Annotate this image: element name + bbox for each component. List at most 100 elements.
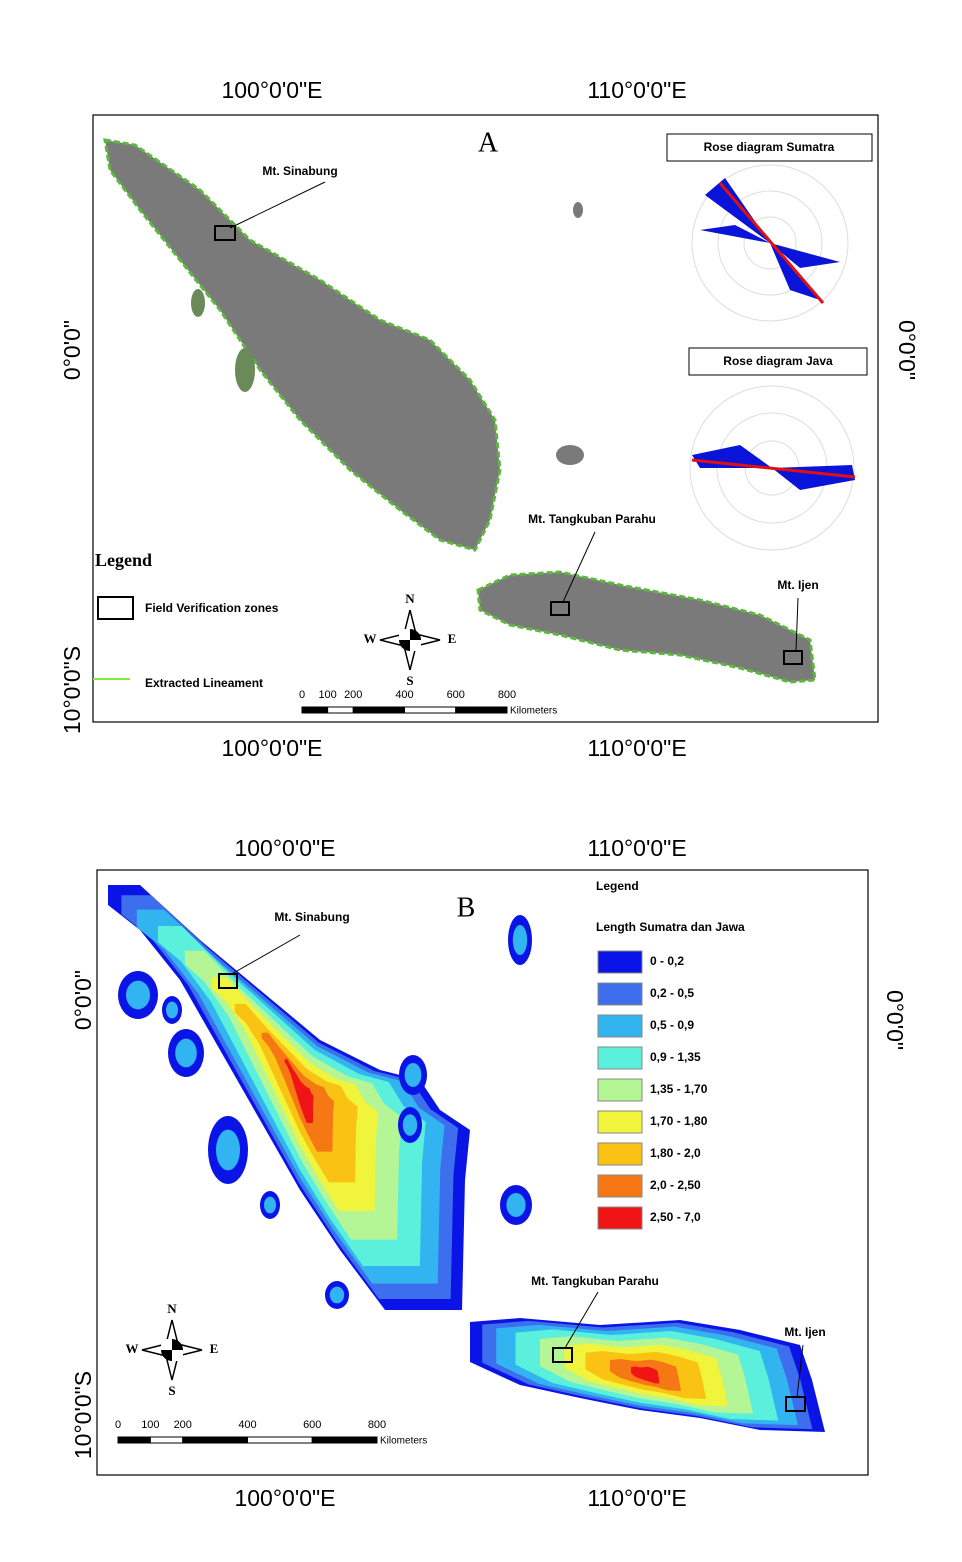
- site-label: Mt. Ijen: [784, 1325, 825, 1339]
- legend-label: 2,50 - 7,0: [650, 1210, 701, 1224]
- legend-subtitle: Length Sumatra dan Jawa: [596, 920, 745, 934]
- sumatra: [103, 138, 502, 552]
- map-furniture: N S W E 0 100 200 400 600 800 Kilometers N S W E 0 100 20…: [115, 591, 557, 1447]
- scale-bar: [311, 1436, 378, 1444]
- coord-label: 100°0'0"E: [234, 835, 335, 861]
- island: [556, 445, 584, 465]
- scale-label: 0: [299, 689, 305, 701]
- rose-title: Rose diagram Java: [723, 354, 833, 368]
- rose-title: Rose diagram Sumatra: [704, 140, 835, 154]
- legend-swatch: [97, 596, 134, 620]
- legend-label: 0 - 0,2: [650, 954, 684, 968]
- leader: [229, 934, 301, 976]
- scale-unit: Kilometers: [380, 1436, 427, 1447]
- legend-swatch: [597, 1206, 643, 1230]
- scale-label: 400: [238, 1419, 256, 1431]
- compass-label: S: [168, 1383, 175, 1398]
- site-box: [785, 1396, 806, 1412]
- density-zone: [264, 1196, 276, 1214]
- site-label: Mt. Sinabung: [262, 164, 337, 178]
- rose-java: [689, 385, 856, 551]
- site-box: [218, 973, 238, 989]
- site-label: Mt. Tangkuban Parahu: [531, 1274, 659, 1288]
- legend: 0 - 0,2 0,2 - 0,5 0,5 - 0,9 0,9 - 1,35 1,35 …: [597, 950, 708, 1230]
- leader: [795, 597, 799, 652]
- scale-label: 200: [344, 689, 362, 701]
- compass-label: W: [126, 1341, 139, 1356]
- island: [235, 348, 255, 392]
- compass-label: E: [448, 631, 457, 646]
- scale-bar: [327, 706, 354, 714]
- density-zone: [284, 1059, 314, 1123]
- scale-bar: [455, 706, 508, 714]
- rose-sumatra: [691, 164, 849, 322]
- scale-bar: [352, 706, 405, 714]
- coord-label: 0°0'0": [59, 320, 85, 380]
- coord-label: 110°0'0"E: [587, 77, 686, 103]
- legend-label: 0,9 - 1,35: [650, 1050, 701, 1064]
- compass-label: N: [405, 591, 415, 606]
- frame: [96, 869, 869, 1476]
- compass-label: S: [406, 673, 413, 688]
- legend-title: Legend: [596, 879, 639, 893]
- scale-label: 800: [368, 1419, 386, 1431]
- site-label: Mt. Sinabung: [274, 910, 349, 924]
- coord-label: 100°0'0"E: [221, 77, 322, 103]
- island: [573, 202, 583, 218]
- scale-label: 100: [141, 1419, 159, 1431]
- leader: [796, 1344, 804, 1398]
- compass-rose: [161, 1339, 172, 1350]
- density-zone: [506, 1193, 526, 1217]
- scale-label: 800: [498, 689, 516, 701]
- legend-swatch: [597, 1142, 643, 1166]
- density-zone: [631, 1366, 660, 1384]
- density-zone: [329, 1286, 345, 1304]
- legend-label: 0,2 - 0,5: [650, 986, 694, 1000]
- coord-label: 110°0'0"E: [587, 1485, 686, 1511]
- legend-swatch: [597, 1174, 643, 1198]
- legend-label: Extracted Lineament: [145, 676, 263, 690]
- leader: [562, 531, 596, 603]
- java: [476, 570, 817, 684]
- compass-label: N: [167, 1301, 177, 1316]
- scale-bar: [149, 1436, 184, 1444]
- scale-bar: [301, 706, 329, 714]
- density-zone: [512, 925, 528, 955]
- scale-label: 400: [395, 689, 413, 701]
- density-map: [108, 885, 825, 1432]
- density-zone: [404, 1063, 422, 1087]
- legend-swatch: [597, 950, 643, 974]
- legend-swatch: [597, 1110, 643, 1134]
- coord-label: 10°0'0"S: [59, 646, 85, 734]
- density-zone: [216, 1129, 240, 1171]
- density-zone: [166, 1001, 178, 1019]
- panel-letter: A: [478, 127, 499, 158]
- compass-rose: [399, 629, 410, 640]
- site-box: [552, 1347, 573, 1363]
- frame: [92, 114, 879, 723]
- scale-bar: [247, 1436, 313, 1444]
- rose-title-box: [688, 347, 868, 376]
- legend-label: 1,35 - 1,70: [650, 1082, 708, 1096]
- scale-label: 100: [318, 689, 336, 701]
- legend-label: 1,70 - 1,80: [650, 1114, 708, 1128]
- coord-label: 110°0'0"E: [587, 835, 686, 861]
- site-label: Mt. Tangkuban Parahu: [528, 512, 656, 526]
- scale-label: 600: [303, 1419, 321, 1431]
- scale-bar: [117, 1436, 151, 1444]
- coord-label: 0°0'0": [70, 970, 96, 1030]
- compass-label: E: [210, 1341, 219, 1356]
- panel-a: 100°0'0"E 110°0'0"E 100°0'0"E 110°0'0"E …: [59, 77, 920, 761]
- coord-label: 100°0'0"E: [234, 1485, 335, 1511]
- density-zone: [175, 1038, 197, 1068]
- panel-letter: B: [457, 892, 476, 923]
- legend-swatch: [597, 1014, 643, 1038]
- density-zone: [126, 980, 150, 1010]
- coord-label: 0°0'0": [882, 990, 908, 1050]
- site-label: Mt. Ijen: [777, 578, 818, 592]
- scale-label: 0: [115, 1419, 121, 1431]
- scale-bar: [182, 1436, 248, 1444]
- scale-unit: Kilometers: [510, 706, 557, 717]
- compass-rose: [172, 1350, 183, 1361]
